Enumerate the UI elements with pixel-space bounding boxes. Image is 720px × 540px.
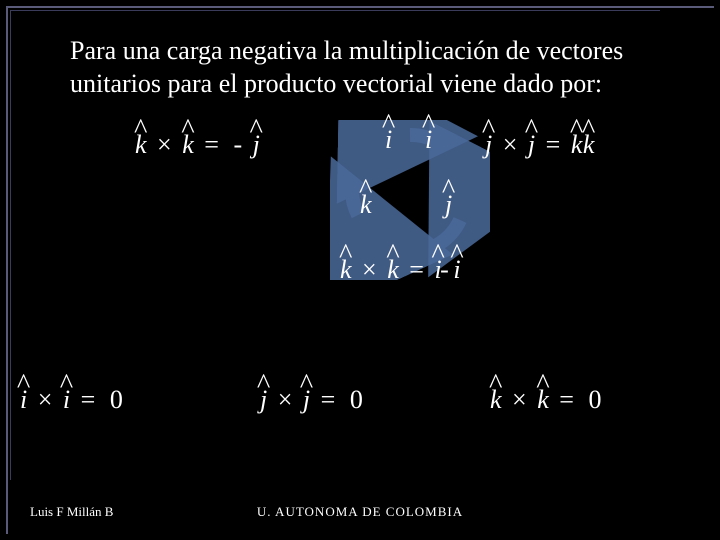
cycle-label-j: ^j	[445, 190, 452, 220]
footer-author: Luis F Millán B	[30, 504, 113, 520]
eq-zero-2: ^j × ^j = 0	[260, 385, 367, 415]
times-icon: ×	[157, 130, 172, 159]
eq-bottom: ^k × ^k = ^i - ^i	[340, 255, 461, 285]
zero-3: 0	[588, 385, 601, 414]
eq-right-top: ^j × ^j = ^k ^k	[485, 130, 594, 160]
zero-1: 0	[110, 385, 123, 414]
equals-icon-2: =	[546, 130, 561, 159]
border-top2	[10, 10, 660, 11]
eq-left-top: ^k × ^k = - ^j	[135, 130, 260, 160]
eq-zero-1: ^i × ^i = 0	[20, 385, 127, 415]
equals-icon-6: =	[559, 385, 574, 414]
minus-icon: -	[233, 130, 242, 159]
times-icon-6: ×	[512, 385, 527, 414]
cycle-label-i1: ^i	[385, 125, 392, 155]
eq-zero-3: ^k × ^k = 0	[490, 385, 605, 415]
equals-icon-5: =	[321, 385, 336, 414]
times-icon-2: ×	[503, 130, 518, 159]
times-icon-5: ×	[278, 385, 293, 414]
times-icon-4: ×	[38, 385, 53, 414]
border-left2	[10, 10, 11, 480]
equals-icon-3: =	[409, 255, 424, 284]
cycle-label-i2: ^i	[425, 125, 432, 155]
slide: Para una carga negativa la multiplicació…	[0, 0, 720, 540]
footer-institution: U. AUTONOMA DE COLOMBIA	[257, 504, 463, 520]
heading-text: Para una carga negativa la multiplicació…	[40, 35, 680, 100]
times-icon-3: ×	[362, 255, 377, 284]
zero-2: 0	[350, 385, 363, 414]
diagram-area: ^i ^i ^k ^j ^k × ^k = - ^j ^j × ^j	[40, 120, 680, 320]
border-top	[6, 6, 714, 8]
equals-icon: =	[204, 130, 219, 159]
equals-icon-4: =	[81, 385, 96, 414]
border-left	[6, 6, 8, 534]
cycle-label-k: ^k	[360, 190, 372, 220]
